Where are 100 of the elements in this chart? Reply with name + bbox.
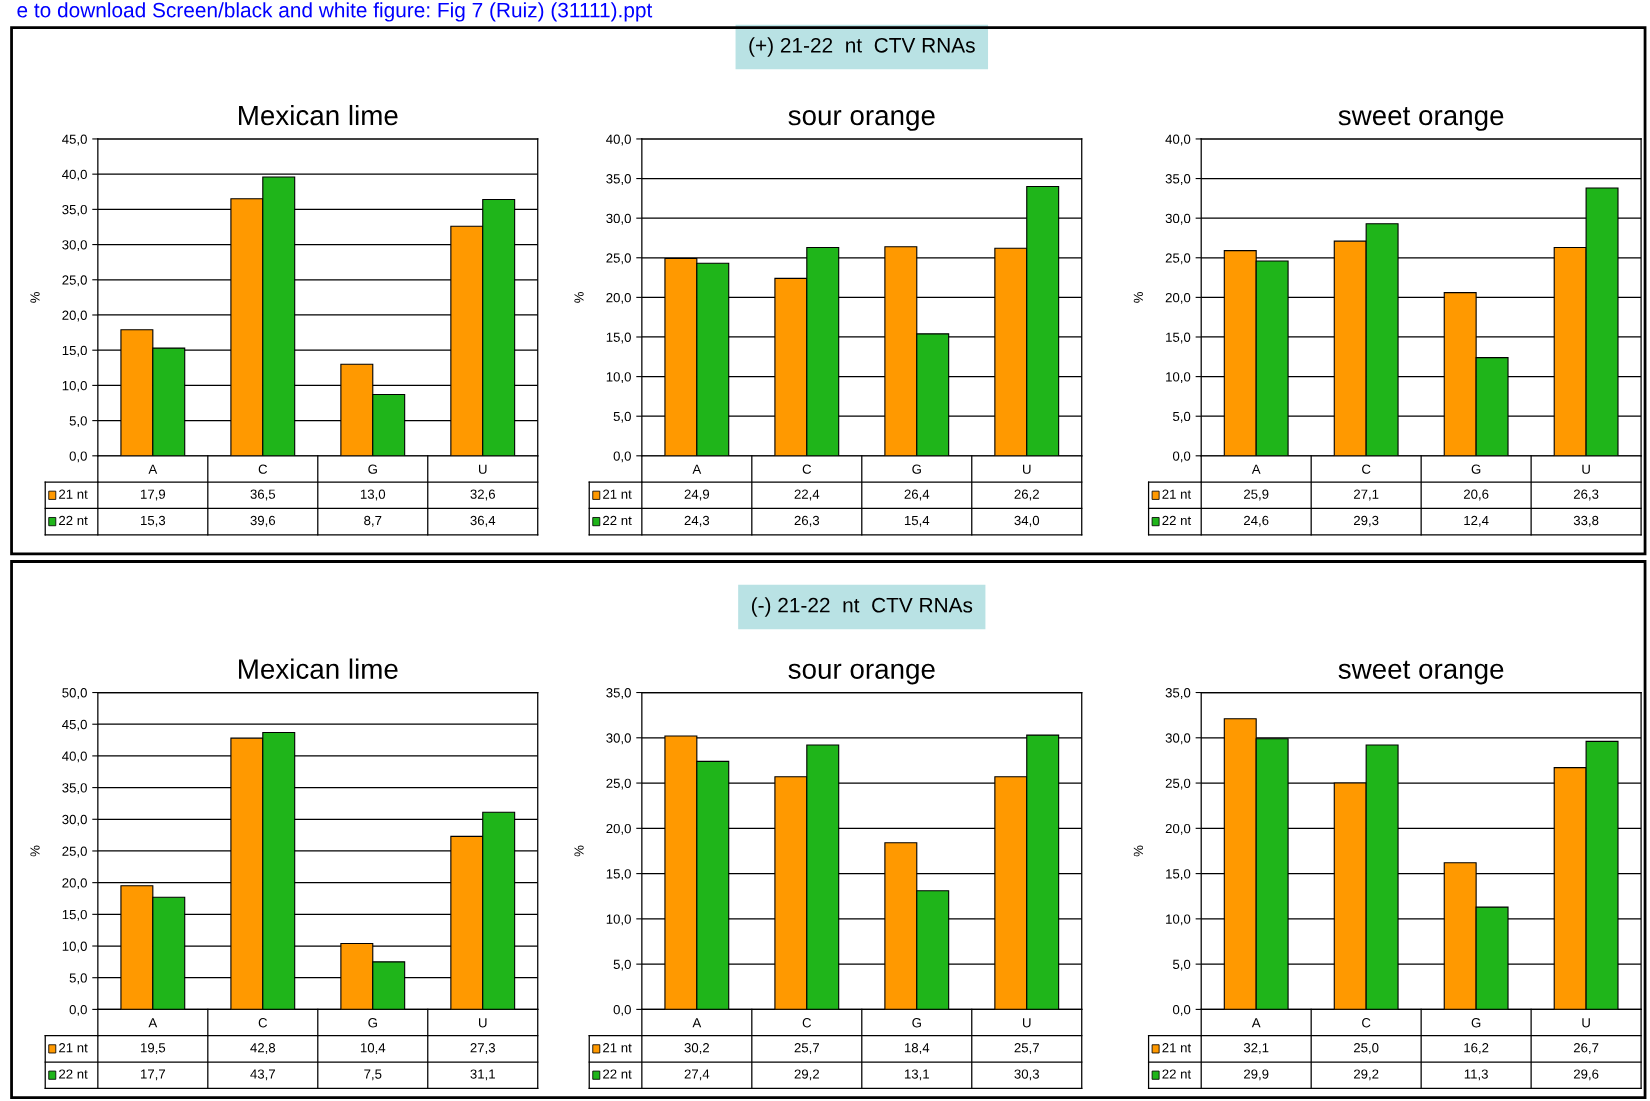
y-tick-label: 10,0 [606, 914, 631, 926]
y-axis-title: % [574, 845, 584, 857]
y-tick-label: 30,0 [1165, 733, 1191, 745]
data-label: 36,4 [470, 515, 496, 527]
data-label: 29,6 [1573, 1069, 1599, 1081]
x-tick-label: A [692, 464, 702, 474]
y-axis-title: % [574, 291, 584, 303]
chart-title: sour orange [788, 663, 935, 685]
data-label: 10,4 [360, 1043, 386, 1054]
chart-subtitle: (+) 21-22 nt CTV RNAs [749, 37, 975, 57]
y-tick-label: 20,0 [606, 823, 631, 835]
data-label: 29,2 [1353, 1069, 1379, 1081]
data-label: 11,3 [1464, 1069, 1488, 1081]
data-label: 17,9 [141, 489, 166, 501]
y-tick-label: 5,0 [613, 959, 631, 971]
data-label: 30,3 [1014, 1069, 1040, 1081]
y-tick-label: 40,0 [606, 134, 631, 146]
x-tick-label: U [1023, 1018, 1031, 1028]
data-label: 16,2 [1464, 1043, 1489, 1054]
x-tick-label: A [148, 464, 158, 474]
data-label: 26,3 [794, 515, 820, 527]
data-label: 26,7 [1573, 1043, 1599, 1054]
x-tick-label: U [479, 1018, 487, 1028]
y-tick-label: 0,0 [613, 1004, 631, 1016]
legend-label: 22 nt [59, 515, 88, 526]
data-label: 26,3 [1573, 489, 1599, 501]
data-label: 36,5 [250, 489, 276, 501]
y-tick-label: 20,0 [62, 310, 87, 322]
data-label: 29,2 [794, 1069, 819, 1081]
data-label: 24,6 [1244, 515, 1269, 527]
data-label: 33,8 [1573, 515, 1599, 527]
y-tick-label: 10,0 [62, 380, 87, 392]
legend-label: 21 nt [59, 1043, 88, 1053]
y-tick-label: 0,0 [1172, 451, 1191, 463]
data-label: 26,2 [1014, 489, 1039, 501]
x-tick-label: C [1362, 1018, 1371, 1028]
y-tick-label: 25,0 [1165, 778, 1191, 790]
y-tick-label: 30,0 [606, 213, 631, 225]
x-tick-label: G [1471, 1018, 1481, 1028]
legend-label: 21 nt [1162, 489, 1192, 499]
y-tick-label: 0,0 [69, 1004, 87, 1016]
legend-label: 22 nt [1162, 515, 1192, 526]
x-tick-label: C [802, 464, 812, 474]
x-tick-label: A [1251, 1018, 1261, 1028]
data-label: 25,0 [1353, 1043, 1379, 1054]
y-tick-label: 5,0 [69, 973, 87, 985]
y-tick-label: 20,0 [606, 292, 631, 304]
x-tick-label: G [912, 1018, 921, 1028]
y-tick-label: 0,0 [1172, 1004, 1191, 1016]
x-tick-label: U [1582, 1018, 1590, 1028]
x-tick-label: A [1251, 464, 1261, 474]
y-tick-label: 45,0 [62, 134, 87, 146]
y-tick-label: 35,0 [1165, 174, 1191, 186]
y-tick-label: 15,0 [62, 345, 87, 357]
chart-title: Mexican lime [239, 104, 398, 126]
y-axis-title: % [1133, 845, 1143, 857]
legend-label: 21 nt [603, 1043, 632, 1053]
y-tick-label: 30,0 [606, 733, 631, 745]
y-tick-label: 10,0 [1166, 914, 1191, 926]
y-tick-label: 5,0 [1172, 411, 1191, 423]
data-label: 12,4 [1464, 515, 1489, 527]
data-label: 18,4 [904, 1043, 930, 1054]
legend-label: 21 nt [59, 489, 88, 499]
y-tick-label: 15,0 [606, 332, 631, 344]
legend-label: 21 nt [1162, 1043, 1192, 1053]
y-tick-label: 50,0 [62, 688, 87, 699]
x-tick-label: C [258, 464, 268, 474]
legend-label: 22 nt [59, 1069, 88, 1079]
data-label: 22,4 [794, 489, 820, 501]
data-label: 25,9 [1244, 489, 1269, 501]
y-tick-label: 45,0 [62, 719, 87, 731]
y-tick-label: 40,0 [62, 751, 87, 763]
data-label: 27,4 [684, 1069, 710, 1081]
chart-title: sweet orange [1338, 660, 1504, 685]
data-label: 27,3 [470, 1043, 496, 1054]
chart-title: sour orange [788, 110, 935, 131]
data-label: 26,4 [904, 489, 930, 501]
data-label: 27,1 [1353, 489, 1379, 501]
y-axis-title: % [30, 291, 40, 303]
data-label: 13,1 [904, 1069, 929, 1081]
y-tick-label: 5,0 [1172, 959, 1191, 971]
data-label: 19,5 [141, 1043, 166, 1054]
data-label: 15,3 [141, 515, 166, 527]
y-tick-label: 25,0 [1165, 253, 1191, 265]
legend-label: 22 nt [603, 515, 632, 526]
y-tick-label: 25,0 [606, 778, 631, 790]
data-label: 29,3 [1353, 515, 1379, 527]
data-label: 17,7 [141, 1069, 166, 1081]
data-label: 39,6 [250, 515, 276, 527]
x-tick-label: G [368, 464, 377, 474]
y-tick-label: 35,0 [1165, 688, 1191, 699]
y-tick-label: 30,0 [1165, 213, 1191, 225]
y-tick-label: 15,0 [62, 909, 87, 921]
y-axis-title: % [1133, 291, 1143, 303]
chart-subtitle: (-) 21-22 nt CTV RNAs [751, 597, 973, 617]
legend-label: 22 nt [1162, 1069, 1192, 1079]
y-tick-label: 35,0 [62, 204, 87, 216]
y-tick-label: 10,0 [606, 372, 631, 384]
chart-title: Mexican lime [239, 658, 398, 679]
y-tick-label: 40,0 [1165, 134, 1191, 146]
